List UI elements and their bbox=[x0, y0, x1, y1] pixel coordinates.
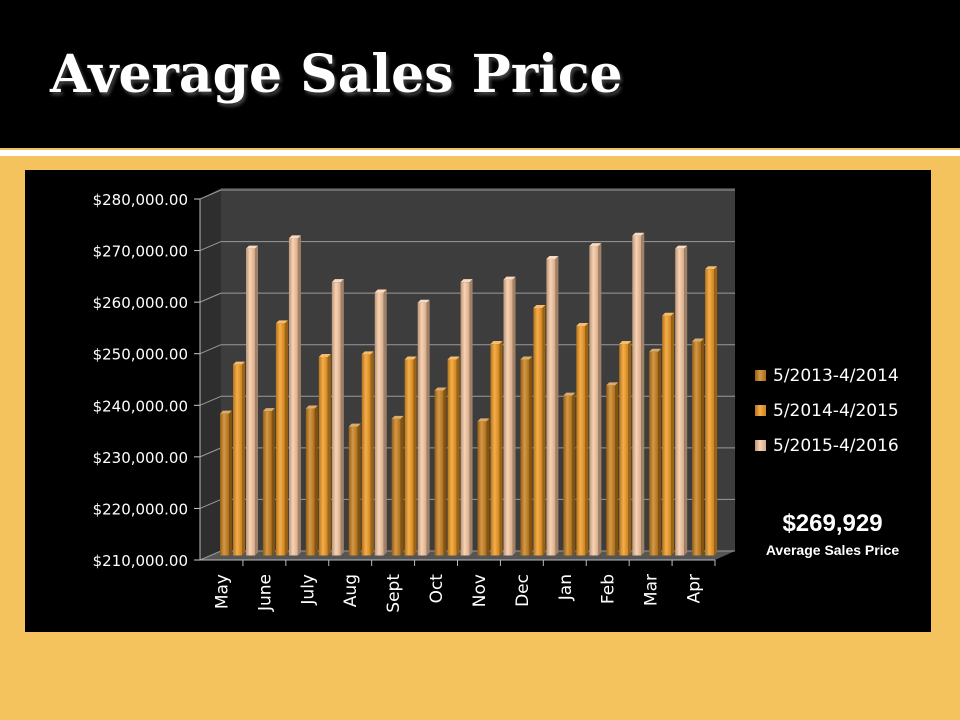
bar bbox=[305, 405, 318, 556]
legend-swatch bbox=[755, 370, 766, 381]
page-title: Average Sales Price bbox=[50, 44, 623, 105]
bar bbox=[434, 387, 447, 556]
bar bbox=[331, 279, 344, 556]
x-tick-label: Nov bbox=[470, 574, 490, 607]
bar bbox=[619, 341, 632, 556]
x-tick-label: Apr bbox=[685, 574, 705, 603]
legend-swatch bbox=[755, 440, 766, 451]
bar bbox=[318, 353, 331, 556]
bar bbox=[417, 299, 430, 556]
bars bbox=[220, 232, 718, 556]
bar-chart: $210,000.00 $220,000.00 $230,000.00 $240,00… bbox=[93, 188, 899, 613]
y-tick-label: $240,000.00 bbox=[93, 397, 188, 415]
bar bbox=[361, 351, 374, 556]
bar bbox=[374, 289, 387, 556]
bar bbox=[563, 392, 576, 556]
x-tick-label: Oct bbox=[427, 574, 447, 604]
summary-value: $269,929 bbox=[782, 510, 883, 537]
legend-label: 5/2015-4/2016 bbox=[773, 436, 899, 456]
bar bbox=[576, 323, 589, 556]
x-tick-label: Mar bbox=[642, 574, 662, 606]
bar bbox=[546, 255, 559, 556]
x-tick-label: Feb bbox=[599, 574, 619, 604]
bar bbox=[477, 418, 490, 556]
y-tick-label: $220,000.00 bbox=[93, 500, 188, 518]
bar bbox=[404, 356, 417, 556]
bar bbox=[288, 235, 301, 556]
bar bbox=[675, 245, 688, 556]
bar bbox=[589, 243, 602, 556]
summary-label: Average Sales Price bbox=[765, 542, 900, 558]
x-tick-label: July bbox=[298, 574, 318, 606]
legend: 5/2013-4/2014 5/2014-4/2015 5/2015-4/2016 bbox=[755, 366, 899, 456]
bar bbox=[490, 341, 503, 556]
y-tick-labels: $210,000.00 $220,000.00 $230,000.00 $240,00… bbox=[93, 191, 188, 570]
bar bbox=[391, 415, 404, 556]
bar bbox=[692, 338, 705, 556]
y-tick-label: $280,000.00 bbox=[93, 191, 188, 209]
bar bbox=[705, 266, 718, 556]
chart-panel: $210,000.00 $220,000.00 $230,000.00 $240,00… bbox=[25, 170, 931, 632]
y-tick-label: $210,000.00 bbox=[93, 552, 188, 570]
bar bbox=[275, 320, 288, 556]
title-divider bbox=[0, 150, 960, 156]
bar bbox=[662, 312, 675, 556]
bar bbox=[233, 361, 245, 556]
legend-label: 5/2014-4/2015 bbox=[773, 401, 899, 421]
bar bbox=[262, 408, 275, 556]
legend-swatch bbox=[755, 405, 766, 416]
x-tick-label: Sept bbox=[384, 574, 404, 613]
bar bbox=[460, 279, 473, 556]
legend-label: 5/2013-4/2014 bbox=[773, 366, 899, 386]
x-tick-label: Jan bbox=[556, 574, 576, 601]
y-tick-label: $270,000.00 bbox=[93, 243, 188, 261]
x-tick-label: Dec bbox=[513, 574, 533, 607]
legend-item: 5/2013-4/2014 bbox=[755, 366, 899, 386]
bar bbox=[606, 382, 619, 556]
bar bbox=[632, 232, 645, 556]
y-tick-label: $260,000.00 bbox=[93, 294, 188, 312]
x-tick-label: Aug bbox=[341, 574, 361, 607]
bar bbox=[649, 348, 662, 556]
bar bbox=[533, 304, 546, 556]
y-tick-label: $250,000.00 bbox=[93, 346, 188, 364]
bar bbox=[246, 245, 258, 556]
x-tick-labels: May June July Aug Sept Oct Nov Dec Jan Feb Mar Apr bbox=[212, 574, 704, 613]
bar bbox=[520, 356, 533, 556]
x-tick-label: June bbox=[255, 574, 275, 612]
bar bbox=[348, 423, 361, 556]
x-tick-label: May bbox=[212, 574, 232, 609]
axes bbox=[199, 199, 716, 566]
bar bbox=[447, 356, 460, 556]
y-tick-label: $230,000.00 bbox=[93, 449, 188, 467]
bar bbox=[220, 410, 232, 556]
legend-item: 5/2015-4/2016 bbox=[755, 436, 899, 456]
title-bar: Average Sales Price bbox=[0, 0, 960, 148]
legend-item: 5/2014-4/2015 bbox=[755, 401, 899, 421]
bar bbox=[503, 276, 516, 556]
